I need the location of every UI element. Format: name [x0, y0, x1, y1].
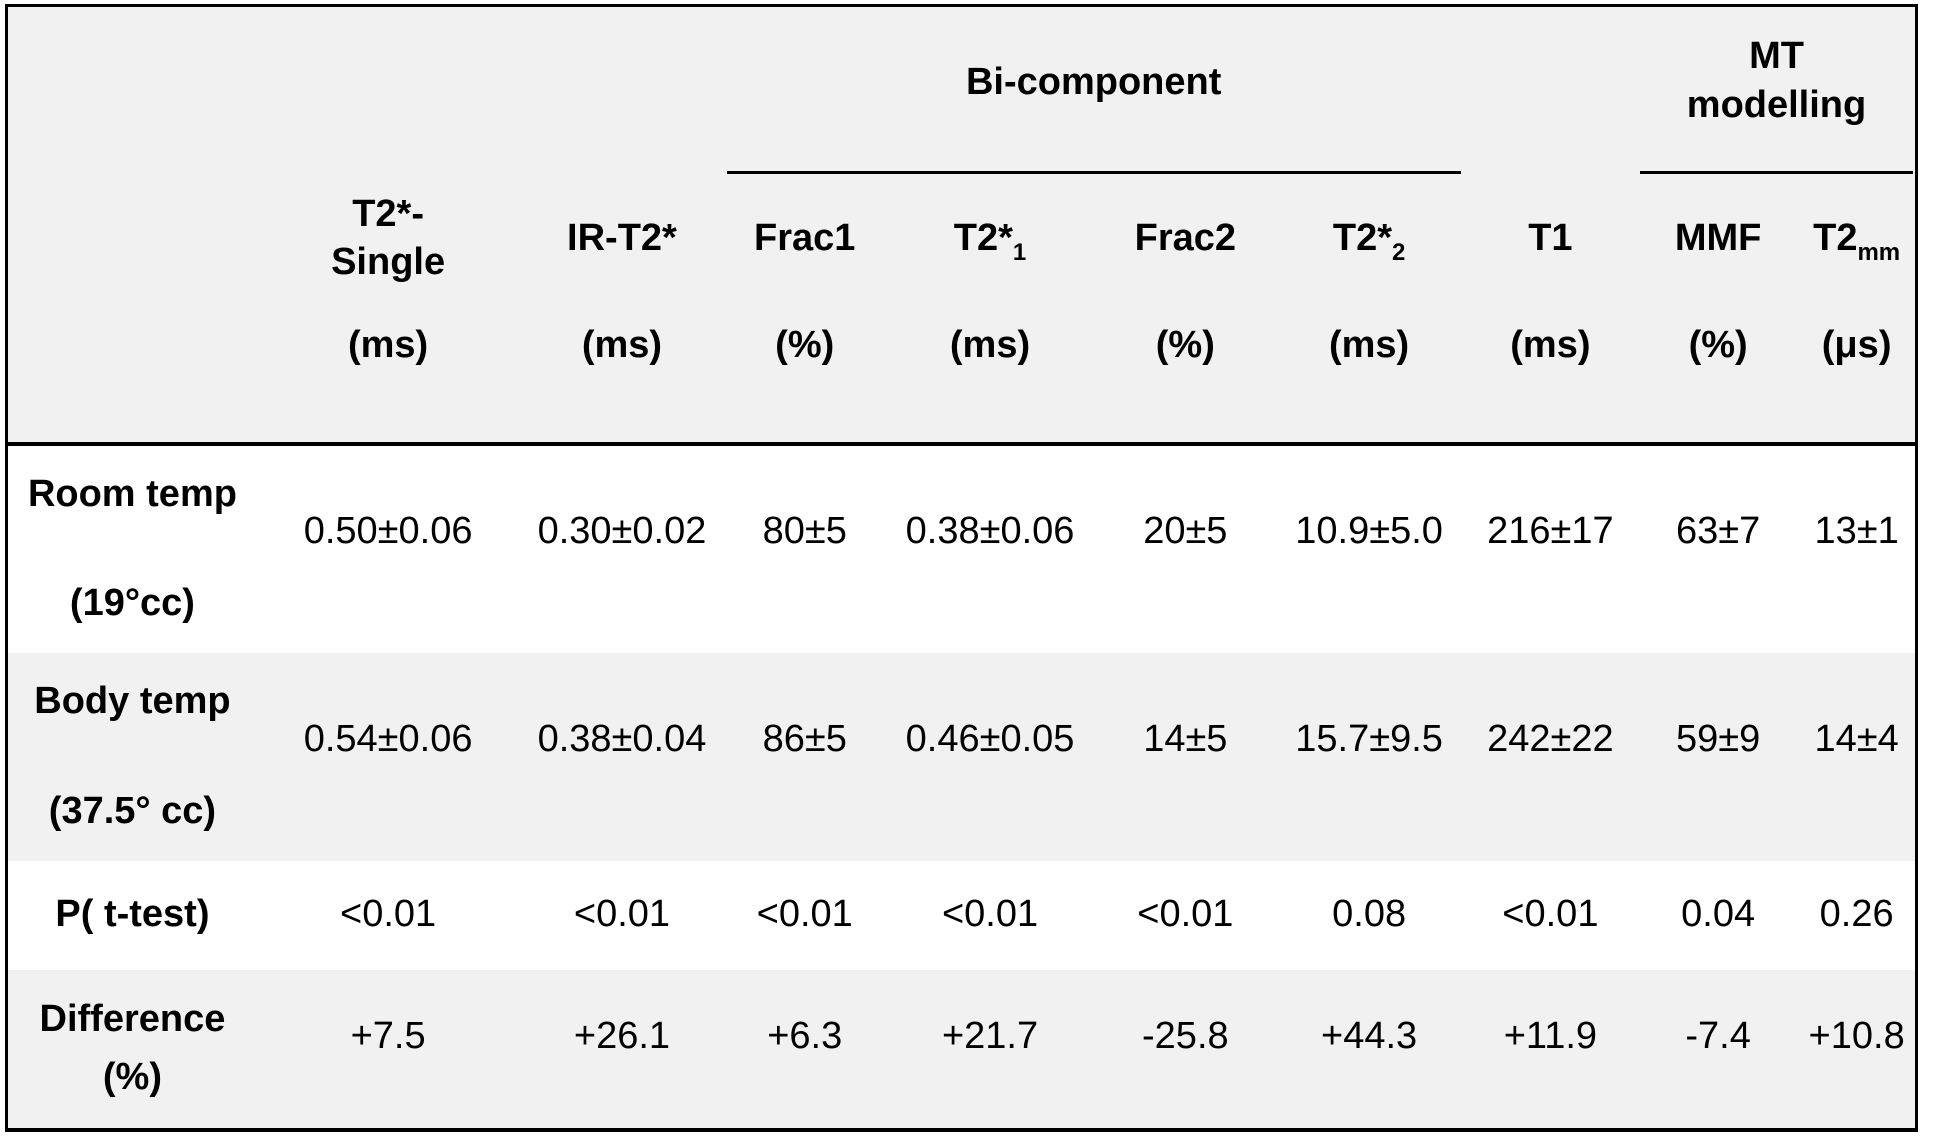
- unit-ir-t2star: (ms): [519, 303, 725, 446]
- table-header: Bi-component MT modelling T2*- Single IR…: [6, 5, 1917, 446]
- column-header-frac2: Frac2: [1095, 173, 1276, 304]
- unit-t2mm: (μs): [1798, 303, 1917, 446]
- table-row-body-temp: Body temp (37.5° cc) 0.54±0.06 0.38±0.04…: [6, 652, 1917, 861]
- row-label-difference: Difference (%): [6, 969, 257, 1130]
- unit-t2star-single: (ms): [256, 303, 520, 446]
- column-header-t2star2: T2*2: [1275, 173, 1463, 304]
- column-name-row: T2*- Single IR-T2* Frac1 T2*1 Frac2 T2*2…: [6, 173, 1917, 304]
- value-cell: +7.5: [256, 969, 520, 1130]
- value-cell: 0.50±0.06: [256, 443, 520, 653]
- value-cell: 14±4: [1798, 652, 1917, 861]
- value-cell: -25.8: [1095, 969, 1276, 1130]
- bi-component-underline: Bi-component: [726, 45, 1461, 174]
- unit-frac2: (%): [1095, 303, 1276, 446]
- value-cell: <0.01: [724, 860, 885, 970]
- unit-t2star1: (ms): [884, 303, 1096, 446]
- spacer-cell: [256, 5, 520, 174]
- value-cell: 80±5: [724, 443, 885, 653]
- spacer-cell: [1462, 5, 1639, 174]
- column-header-t1: T1: [1462, 173, 1639, 304]
- table-row-room-temp: Room temp (19°cc) 0.50±0.06 0.30±0.02 80…: [6, 443, 1917, 653]
- value-cell: 0.04: [1638, 860, 1799, 970]
- spacer-cell: [6, 303, 257, 446]
- row-label-body-temp: Body temp (37.5° cc): [6, 652, 257, 861]
- row-label-room-temp: Room temp (19°cc): [6, 443, 257, 653]
- group-header-row: Bi-component MT modelling: [6, 5, 1917, 174]
- value-cell: +6.3: [724, 969, 885, 1130]
- value-cell: 0.30±0.02: [519, 443, 725, 653]
- value-cell: 63±7: [1638, 443, 1799, 653]
- value-cell: 242±22: [1462, 652, 1639, 861]
- mri-parameters-table: Bi-component MT modelling T2*- Single IR…: [5, 4, 1918, 1132]
- value-cell: 216±17: [1462, 443, 1639, 653]
- value-cell: <0.01: [1462, 860, 1639, 970]
- column-header-t2star-single: T2*- Single: [256, 173, 520, 304]
- value-cell: 59±9: [1638, 652, 1799, 861]
- unit-frac1: (%): [724, 303, 885, 446]
- value-cell: <0.01: [1095, 860, 1276, 970]
- value-cell: 0.08: [1275, 860, 1463, 970]
- corner-cell: [6, 5, 257, 174]
- column-header-ir-t2star: IR-T2*: [519, 173, 725, 304]
- value-cell: 20±5: [1095, 443, 1276, 653]
- unit-t1: (ms): [1462, 303, 1639, 446]
- value-cell: 10.9±5.0: [1275, 443, 1463, 653]
- column-header-frac1: Frac1: [724, 173, 885, 304]
- bi-component-label: Bi-component: [965, 61, 1222, 103]
- group-header-mt-modelling: MT modelling: [1638, 5, 1917, 174]
- value-cell: 0.26: [1798, 860, 1917, 970]
- value-cell: 0.38±0.04: [519, 652, 725, 861]
- value-cell: 0.46±0.05: [884, 652, 1096, 861]
- results-table-container: Bi-component MT modelling T2*- Single IR…: [5, 4, 1918, 1132]
- column-header-t2mm: T2mm: [1798, 173, 1917, 304]
- value-cell: +11.9: [1462, 969, 1639, 1130]
- spacer-cell: [6, 173, 257, 304]
- unit-mmf: (%): [1638, 303, 1799, 446]
- mt-modelling-label: MT modelling: [1686, 34, 1867, 127]
- value-cell: 0.54±0.06: [256, 652, 520, 861]
- table-row-difference: Difference (%) +7.5 +26.1 +6.3 +21.7 -25…: [6, 969, 1917, 1130]
- value-cell: +10.8: [1798, 969, 1917, 1130]
- value-cell: <0.01: [256, 860, 520, 970]
- table-body: Room temp (19°cc) 0.50±0.06 0.30±0.02 80…: [6, 443, 1917, 1130]
- value-cell: <0.01: [884, 860, 1096, 970]
- group-header-bi-component: Bi-component: [724, 5, 1463, 174]
- column-unit-row: (ms) (ms) (%) (ms) (%) (ms) (ms) (%) (μs…: [6, 303, 1917, 446]
- value-cell: 86±5: [724, 652, 885, 861]
- value-cell: -7.4: [1638, 969, 1799, 1130]
- value-cell: 0.38±0.06: [884, 443, 1096, 653]
- unit-t2star2: (ms): [1275, 303, 1463, 446]
- column-header-t2star1: T2*1: [884, 173, 1096, 304]
- mt-modelling-underline: MT modelling: [1640, 26, 1913, 174]
- value-cell: 13±1: [1798, 443, 1917, 653]
- table-row-p-ttest: P( t-test) <0.01 <0.01 <0.01 <0.01 <0.01…: [6, 860, 1917, 970]
- column-header-mmf: MMF: [1638, 173, 1799, 304]
- value-cell: 14±5: [1095, 652, 1276, 861]
- value-cell: +21.7: [884, 969, 1096, 1130]
- value-cell: +44.3: [1275, 969, 1463, 1130]
- value-cell: <0.01: [519, 860, 725, 970]
- value-cell: +26.1: [519, 969, 725, 1130]
- row-label-p-ttest: P( t-test): [6, 860, 257, 970]
- value-cell: 15.7±9.5: [1275, 652, 1463, 861]
- spacer-cell: [519, 5, 725, 174]
